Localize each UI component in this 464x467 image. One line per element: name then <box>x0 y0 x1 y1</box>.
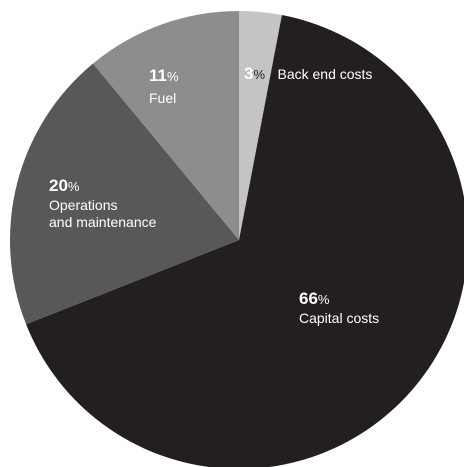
label-fuel-name: Fuel <box>149 90 176 106</box>
slice-capital-costs <box>26 15 464 467</box>
label-back-end-costs: 3% Back end costs <box>244 64 372 83</box>
pie-slices <box>9 10 464 467</box>
label-capital-percent: 66% <box>299 289 330 308</box>
label-om-line-1: Operations <box>49 197 117 213</box>
label-capital-name: Capital costs <box>299 310 379 326</box>
slice-back-end-costs <box>239 11 282 240</box>
slice-fuel <box>93 10 239 240</box>
label-fuel-percent: 11% <box>149 66 179 85</box>
slice-operations-and-maintenance <box>9 63 240 325</box>
label-om-line-2: and maintenance <box>49 214 157 230</box>
label-om-percent: 20% <box>49 176 80 195</box>
